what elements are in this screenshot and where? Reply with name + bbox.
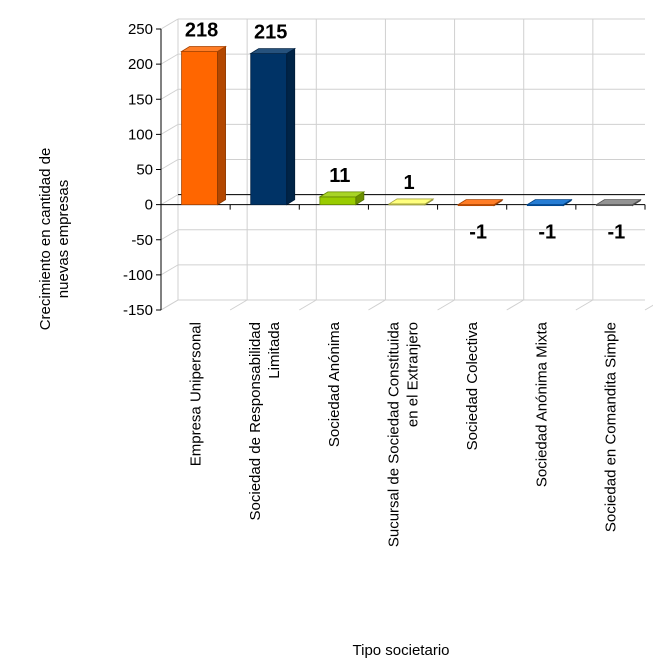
y-tick-label: 100 [128,126,153,143]
gridline-floor [229,299,248,311]
x-tick-label: Sociedad Anónima [326,321,343,447]
data-label: -1 [538,221,556,243]
x-tick-label: Empresa Unipersonal [188,322,205,466]
x-tick-label: Sucursal de Sociedad Constituida [386,321,403,547]
chart-grid [160,18,653,311]
y-tick-label: 50 [136,162,153,179]
bar [595,198,642,207]
bar-side-face [217,45,226,206]
bar [387,198,435,206]
bar [180,45,227,206]
bar-top-face [595,199,642,206]
x-tick-label: Sociedad de Responsabilidad [247,322,264,520]
chart-axes [156,28,646,311]
gridline-floor [299,299,317,311]
gridline-floor [368,299,386,311]
chart-bars [180,45,642,207]
data-label: 11 [329,165,350,187]
y-tick-label: 200 [128,56,153,73]
x-tick-label: Limitada [266,321,283,378]
bar-top-face [318,191,366,198]
bar-top-face [387,198,435,205]
y-tick-label: -100 [123,267,153,284]
gridline-depth [160,53,179,65]
bar-front-face [181,51,218,206]
y-tick-label: -50 [131,232,153,249]
bar-top-face [456,199,504,206]
y-axis-label-line-1: Crecimiento en cantidad de [37,148,54,331]
gridline-depth [160,229,179,241]
gridline-depth [160,159,179,170]
x-tick-label: Sociedad Colectiva [464,321,481,450]
gridline-floor [506,299,524,311]
gridline-floor [575,299,594,311]
gridline-depth [160,194,179,206]
x-tick-label: Sociedad en Comandita Simple [602,322,619,532]
data-label: 215 [254,22,287,44]
bar-front-face [319,196,357,206]
data-label: 218 [185,19,218,41]
y-tick-label: -150 [123,302,153,319]
gridline-depth [160,123,179,135]
bar-front-face [250,53,288,206]
y-tick-label: 0 [145,197,153,214]
x-tick-label: en el Extranjero [405,322,422,427]
data-label: -1 [608,221,626,243]
gridline-floor [437,299,455,311]
gridline-depth [160,18,179,30]
gridline-depth [160,88,179,100]
bar [249,47,297,206]
y-axis-label-line-2: nuevas empresas [55,180,72,298]
bar-top-face [525,199,573,206]
y-tick-labels: 250 200 150 100 50 0 -50 -100 -150 [123,21,153,319]
bar-side-face [286,47,296,206]
x-tick-label: Sociedad Anónima Mixta [533,321,550,487]
gridline-depth [160,264,179,276]
x-tick-labels: Empresa Unipersonal Sociedad de Responsab… [188,321,620,547]
y-tick-label: 250 [128,21,153,38]
data-label: -1 [469,221,487,243]
bar-top-face [180,46,227,52]
bar [456,198,504,207]
x-axis-label: Tipo societario [353,642,450,659]
data-label: 1 [403,172,414,194]
gridline-floor [644,304,653,311]
gridline-floor [160,299,179,311]
y-tick-label: 150 [128,91,153,108]
bar [318,191,366,206]
bar [525,198,573,207]
bar-top-face [249,48,297,54]
